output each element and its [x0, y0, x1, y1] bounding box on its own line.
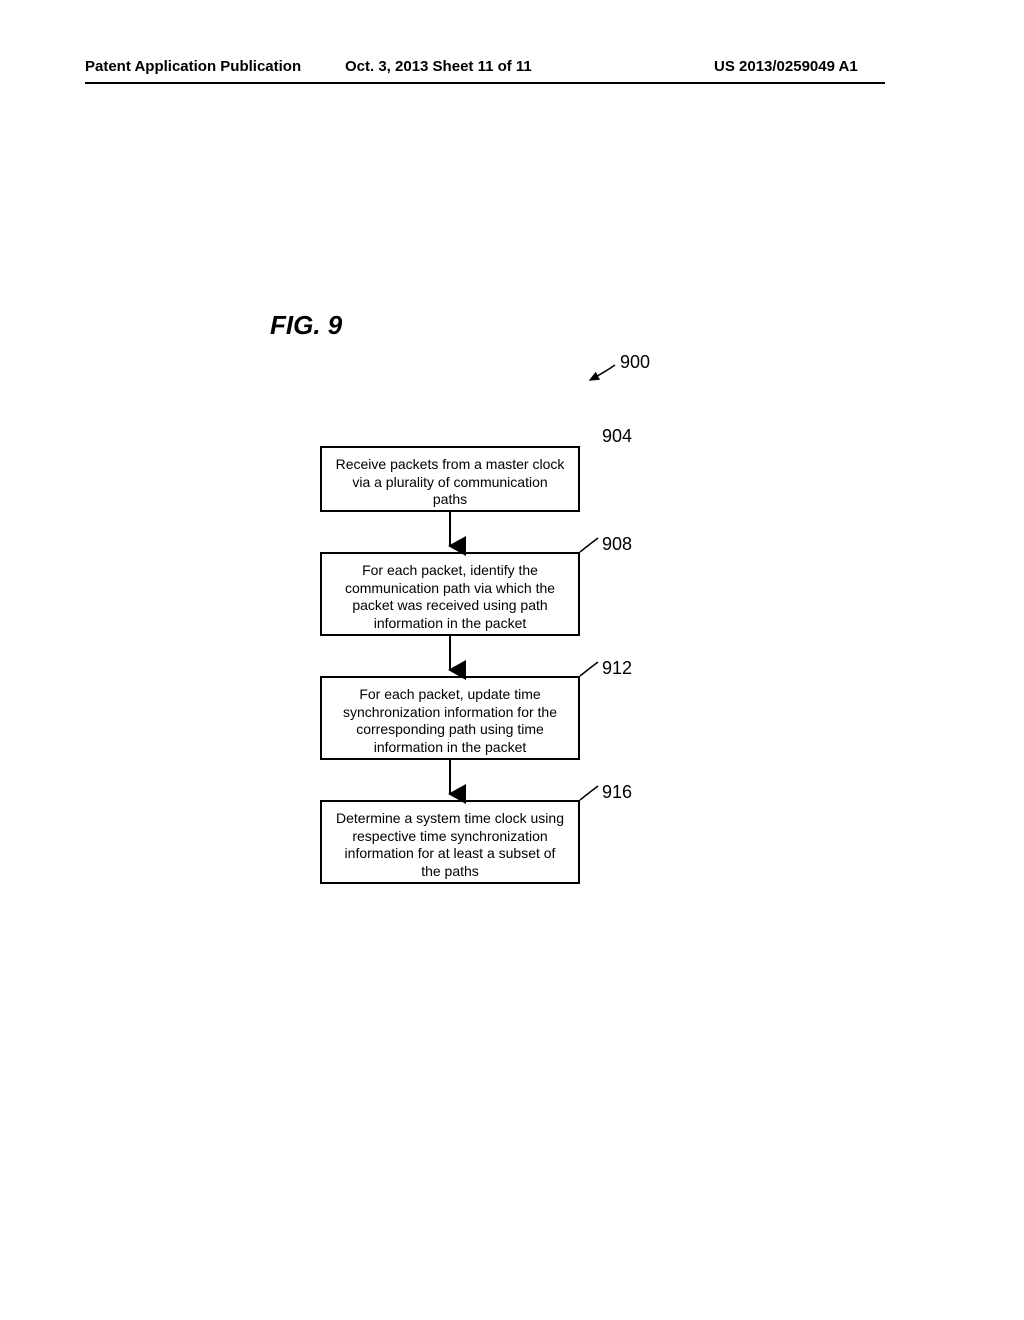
- header-left: Patent Application Publication: [85, 58, 301, 75]
- ref-label-908: 908: [602, 534, 632, 555]
- ref-label-916: 916: [602, 782, 632, 803]
- flow-box-904: Receive packets from a master clock via …: [320, 446, 580, 512]
- flow-box-908: For each packet, identify the communicat…: [320, 552, 580, 636]
- header-right: US 2013/0259049 A1: [714, 58, 858, 75]
- figure-label: FIG. 9: [270, 310, 342, 341]
- flow-box-904-text: Receive packets from a master clock via …: [336, 456, 565, 507]
- header-rule: [85, 82, 885, 84]
- flow-box-916-text: Determine a system time clock using resp…: [336, 810, 564, 879]
- ref-label-904: 904: [602, 426, 632, 447]
- ref-label-912: 912: [602, 658, 632, 679]
- page: Patent Application Publication Oct. 3, 2…: [0, 0, 1024, 1320]
- flow-box-912: For each packet, update time synchroniza…: [320, 676, 580, 760]
- flow-box-912-text: For each packet, update time synchroniza…: [343, 686, 557, 755]
- flow-box-908-text: For each packet, identify the communicat…: [345, 562, 555, 631]
- flow-box-916: Determine a system time clock using resp…: [320, 800, 580, 884]
- header-center: Oct. 3, 2013 Sheet 11 of 11: [345, 58, 532, 75]
- figure-ref-900: 900: [620, 352, 650, 373]
